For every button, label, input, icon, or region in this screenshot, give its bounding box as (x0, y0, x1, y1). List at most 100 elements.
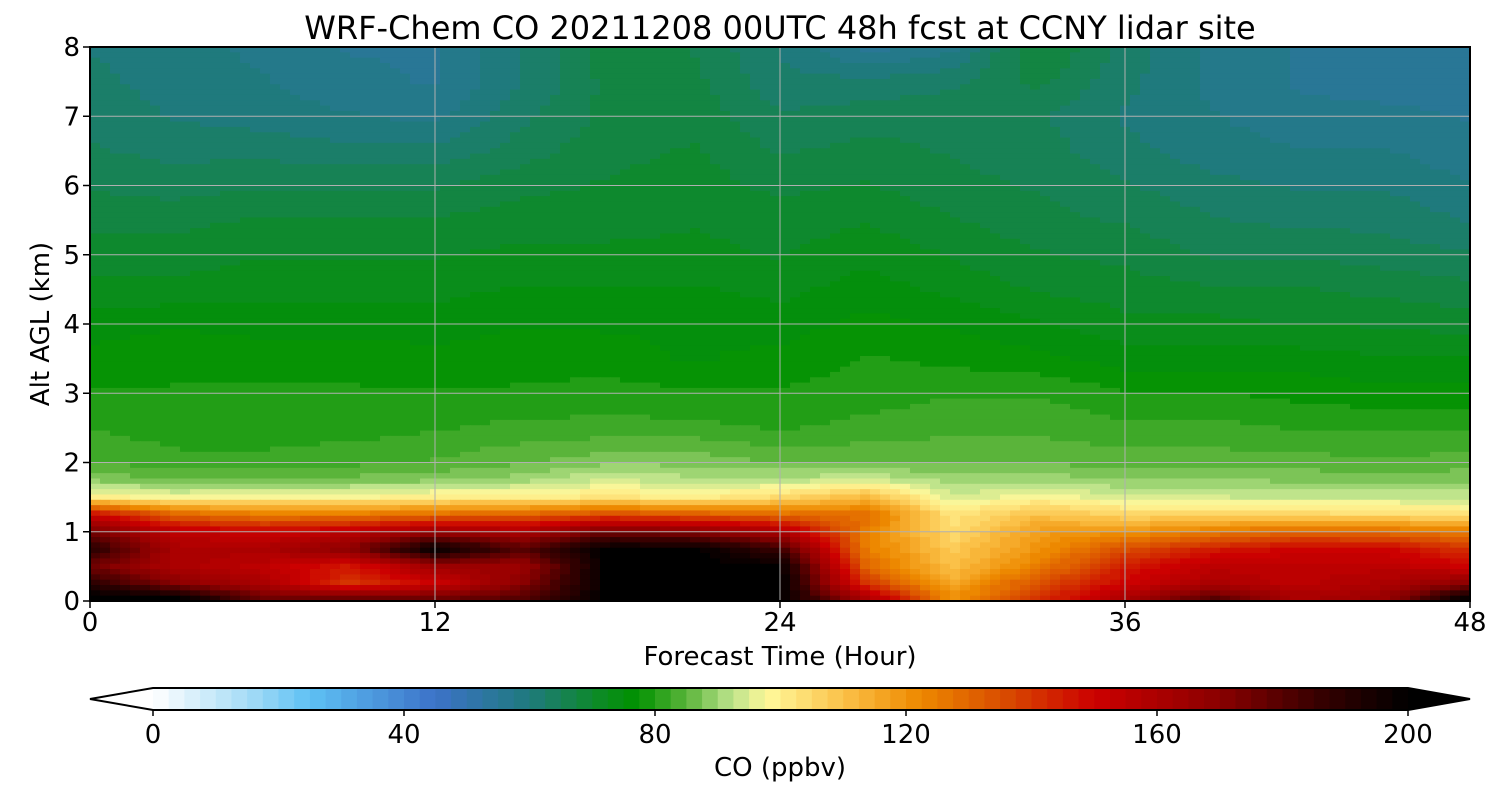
colorbar-segment (1345, 688, 1362, 710)
colorbar-segment (717, 688, 735, 710)
colorbar-segment (1251, 688, 1268, 710)
x-tick-label: 24 (763, 608, 796, 638)
colorbar-segment (1266, 688, 1284, 710)
y-tick-label: 0 (63, 587, 80, 617)
y-axis-label: Alt AGL (km) (26, 242, 56, 406)
colorbar-tick-label: 80 (638, 720, 671, 750)
colorbar-segment (498, 688, 515, 710)
colorbar-tick-label: 120 (881, 720, 931, 750)
y-axis: 0 1 2 3 4 5 6 7 8 (63, 33, 90, 617)
colorbar-segment (404, 688, 421, 710)
colorbar-tick-label: 200 (1383, 720, 1433, 750)
colorbar-tick-label: 40 (387, 720, 420, 750)
colorbar-segment (356, 688, 374, 710)
colorbar-segment (560, 688, 578, 710)
colorbar-segment (953, 688, 970, 710)
colorbar-segment (607, 688, 625, 710)
colorbar-segment (670, 688, 687, 710)
x-tick-label: 0 (82, 608, 99, 638)
colorbar-segment (937, 688, 954, 710)
colorbar-segment (184, 688, 201, 710)
colorbar-segment (733, 688, 750, 710)
y-tick-label: 2 (63, 449, 80, 479)
colorbar-segment (200, 688, 217, 710)
colorbar-extend-min (90, 688, 153, 710)
colorbar (89, 687, 1471, 711)
colorbar-segment (1329, 688, 1346, 710)
colorbar-segment (1157, 688, 1174, 710)
colorbar-segment (545, 688, 562, 710)
x-tick-label: 12 (418, 608, 451, 638)
chart-title: WRF-Chem CO 20211208 00UTC 48h fcst at C… (304, 9, 1255, 47)
colorbar-segment (388, 688, 405, 710)
colorbar-segment (1000, 688, 1017, 710)
colorbar-segment (482, 688, 499, 710)
colorbar-segment (811, 688, 829, 710)
colorbar-segment (796, 688, 813, 710)
colorbar-segment (1062, 688, 1080, 710)
colorbar-segment (623, 688, 640, 710)
colorbar-segment (231, 688, 248, 710)
colorbar-segment (874, 688, 891, 710)
colorbar-segment (827, 688, 844, 710)
colorbar-segment (1392, 688, 1409, 710)
colorbar-segment (984, 688, 1001, 710)
y-tick-label: 3 (63, 379, 80, 409)
colorbar-segment (513, 688, 531, 710)
colorbar-segment (1188, 688, 1205, 710)
colorbar-segment (639, 688, 656, 710)
colorbar-tick-label: 0 (145, 720, 162, 750)
colorbar-segment (372, 688, 389, 710)
colorbar-extend-max (1408, 688, 1470, 710)
y-tick-label: 6 (63, 172, 80, 202)
colorbar-segment (1204, 688, 1221, 710)
colorbar-segment (1360, 688, 1378, 710)
colorbar-segment (1219, 688, 1237, 710)
colorbar-segment (1282, 688, 1299, 710)
colorbar-segment (1109, 688, 1127, 710)
x-tick-label: 36 (1108, 608, 1141, 638)
colorbar-segment (576, 688, 593, 710)
y-tick-label: 8 (63, 33, 80, 63)
y-tick-label: 7 (63, 102, 80, 132)
plot-area (89, 46, 1471, 602)
x-axis: 0 12 24 36 48 (82, 601, 1487, 638)
colorbar-label: CO (ppbv) (714, 753, 846, 783)
colorbar-tick-label: 160 (1132, 720, 1182, 750)
colorbar-segment (451, 688, 468, 710)
y-tick-label: 5 (63, 241, 80, 271)
colorbar-segment (309, 688, 327, 710)
colorbar-segment (749, 688, 766, 710)
colorbar-segment (168, 688, 185, 710)
colorbar-segment (780, 688, 797, 710)
x-axis-label: Forecast Time (Hour) (643, 642, 916, 672)
colorbar-segment (858, 688, 876, 710)
colorbar-segment (1015, 688, 1033, 710)
colorbar-segment (1313, 688, 1331, 710)
colorbar-segment (278, 688, 295, 710)
colorbar-segment (1298, 688, 1315, 710)
colorbar-segment (968, 688, 986, 710)
contour-fill (90, 47, 1470, 601)
colorbar-segment (294, 688, 311, 710)
colorbar-segment (686, 688, 703, 710)
colorbar-segment (655, 688, 672, 710)
colorbar-segment (906, 688, 923, 710)
colorbar-segment (247, 688, 264, 710)
colorbar-segment (1047, 688, 1064, 710)
colorbar-segment (529, 688, 546, 710)
colorbar-segment (921, 688, 938, 710)
colorbar-segment (262, 688, 280, 710)
colorbar-segment (702, 688, 719, 710)
colorbar-segment (435, 688, 452, 710)
colorbar-segment (215, 688, 233, 710)
colorbar-segment (1031, 688, 1048, 710)
colorbar-segment (466, 688, 484, 710)
colorbar-segment (843, 688, 860, 710)
colorbar-segment (890, 688, 907, 710)
colorbar-segment (1078, 688, 1095, 710)
colorbar-segment (764, 688, 782, 710)
colorbar-ticks: 0 40 80 120 160 200 (145, 710, 1433, 750)
colorbar-segment (1094, 688, 1111, 710)
